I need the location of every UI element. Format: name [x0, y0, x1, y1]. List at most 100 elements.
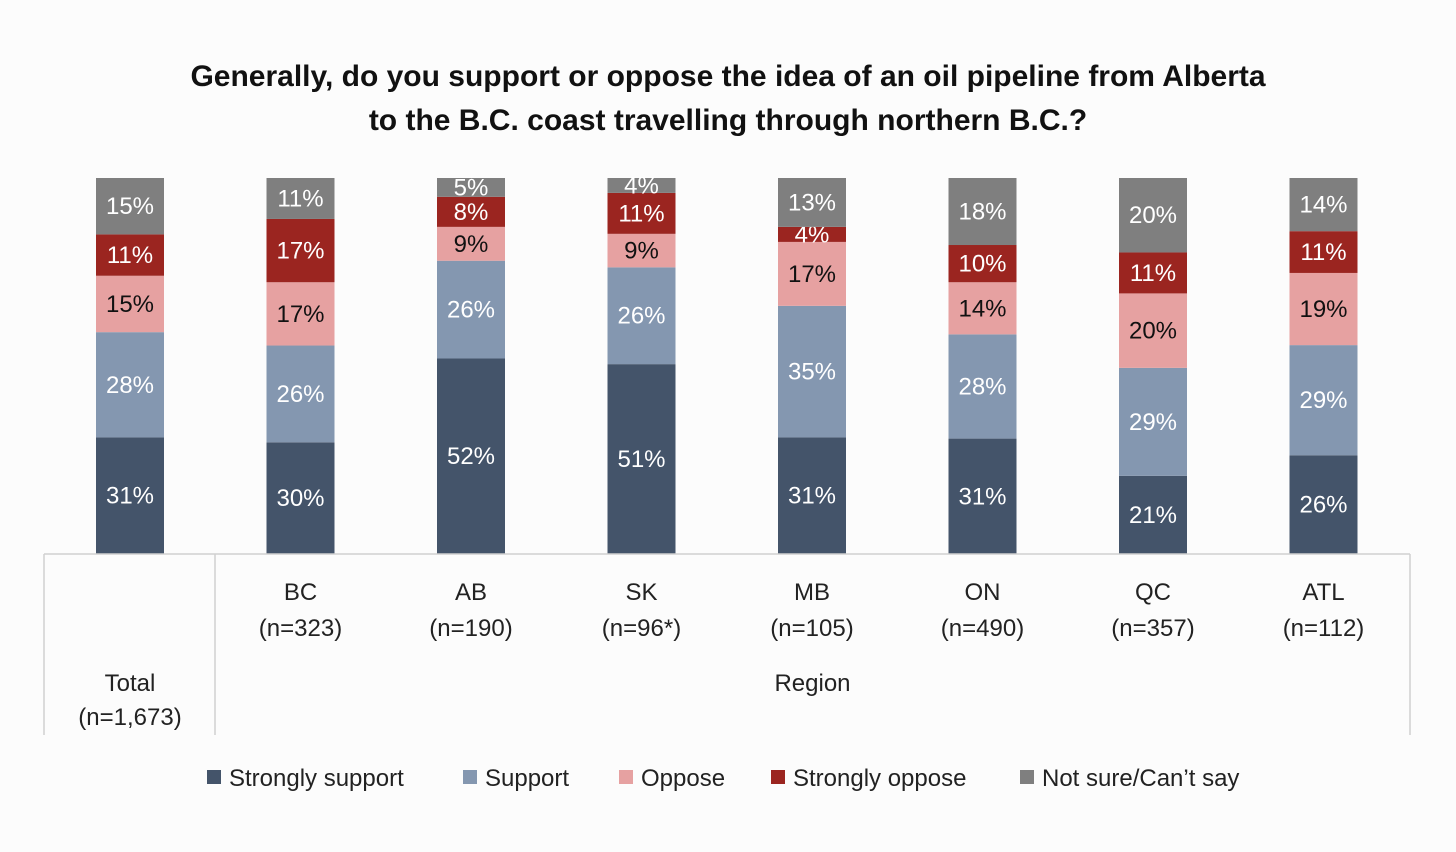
bar-segment-total-strongly-support	[96, 437, 164, 554]
bar-segment-mb-support	[778, 305, 846, 438]
data-label: 15%	[106, 193, 154, 220]
data-label: 5%	[454, 174, 489, 201]
data-label: 17%	[276, 301, 324, 328]
legend-swatch	[1020, 770, 1034, 784]
bar-segment-total-oppose	[96, 275, 164, 333]
category-label: QC	[1135, 579, 1171, 606]
group-label-region: Region	[774, 670, 850, 697]
chart-title: Generally, do you support or oppose the …	[190, 60, 1265, 137]
data-label: 26%	[1299, 492, 1347, 519]
data-label: 4%	[624, 172, 659, 199]
bar-segment-sk-strongly-oppose	[607, 192, 676, 234]
legend: Strongly support Support Oppose Strongly op…	[207, 765, 1239, 792]
chart-title-line: Generally, do you support or oppose the …	[190, 60, 1265, 93]
legend-swatch	[207, 770, 221, 784]
data-label: 11%	[618, 200, 664, 227]
category-label: ATL	[1302, 579, 1344, 606]
data-label: 28%	[958, 373, 1006, 400]
data-label: 52%	[447, 443, 495, 470]
bar-segment-on-not-sure-can-t-say	[948, 178, 1017, 246]
bar-segment-mb-oppose	[778, 241, 846, 306]
data-label: 28%	[106, 372, 154, 399]
category-label: MB	[794, 579, 830, 606]
data-label: 17%	[788, 261, 836, 288]
data-label: 26%	[617, 303, 665, 330]
bar-segment-ab-strongly-oppose	[437, 196, 505, 227]
bar-segment-mb-strongly-support	[778, 437, 846, 554]
category-sample-size: (n=323)	[259, 615, 342, 642]
category-label: Total	[105, 670, 156, 697]
data-label: 31%	[788, 483, 836, 510]
data-label: 26%	[276, 381, 324, 408]
bar-segment-ab-strongly-support	[437, 358, 505, 554]
category-label: ON	[965, 579, 1001, 606]
category-sample-size: (n=96*)	[602, 615, 681, 642]
bar-segment-bc-strongly-oppose	[266, 218, 335, 283]
data-label: 11%	[1300, 239, 1346, 266]
bar-segment-qc-not-sure-can-t-say	[1119, 178, 1187, 253]
bar-segment-mb-not-sure-can-t-say	[778, 178, 846, 227]
data-label: 29%	[1129, 409, 1177, 436]
legend-label: Not sure/Can’t say	[1042, 765, 1239, 792]
bar-segment-bc-strongly-support	[266, 442, 335, 554]
category-sample-size: (n=357)	[1111, 615, 1194, 642]
bar-segment-sk-not-sure-can-t-say	[607, 178, 676, 193]
data-label: 35%	[788, 359, 836, 386]
bar-segment-qc-strongly-support	[1119, 475, 1187, 554]
data-label: 18%	[958, 199, 1006, 226]
legend-label: Strongly oppose	[793, 765, 966, 792]
legend-swatch	[619, 770, 633, 784]
data-label: 26%	[447, 297, 495, 324]
bar-segment-total-strongly-oppose	[96, 234, 164, 276]
category-label: AB	[455, 579, 487, 606]
bar-segment-atl-oppose	[1289, 272, 1358, 346]
data-label: 11%	[1130, 260, 1176, 287]
data-label: 20%	[1129, 318, 1177, 345]
bar-segment-total-not-sure-can-t-say	[96, 178, 164, 235]
bar-segment-ab-oppose	[437, 226, 505, 261]
bar-segment-bc-support	[266, 345, 335, 443]
data-label: 14%	[1299, 192, 1347, 219]
data-label: 9%	[454, 231, 489, 258]
category-label: BC	[284, 579, 317, 606]
bar-segment-on-strongly-oppose	[948, 245, 1017, 283]
bar-segment-atl-support	[1289, 345, 1358, 456]
category-sample-size: (n=190)	[429, 615, 512, 642]
bar-segment-bc-oppose	[266, 282, 335, 346]
bar-segment-qc-support	[1119, 367, 1187, 476]
bar-segment-sk-oppose	[607, 233, 676, 268]
bar-segment-bc-not-sure-can-t-say	[266, 178, 335, 219]
category-sample-size: (n=105)	[770, 615, 853, 642]
legend-label: Strongly support	[229, 765, 404, 792]
category-sample-size: (n=1,673)	[78, 704, 181, 731]
data-label: 20%	[1129, 202, 1177, 229]
data-label: 14%	[958, 295, 1006, 322]
bars: 31% 28% 15% 11% 15% 30% 26% 17% 17% 11% 52% 26% 9% 8%…	[96, 172, 1358, 554]
bar-segment-sk-strongly-support	[607, 364, 676, 554]
legend-swatch	[771, 770, 785, 784]
legend-label: Oppose	[641, 765, 725, 792]
bar-segment-ab-support	[437, 260, 505, 359]
category-sample-size: (n=112)	[1283, 615, 1365, 642]
data-label: 31%	[958, 483, 1006, 510]
data-label: 8%	[454, 199, 489, 226]
bar-segment-ab-not-sure-can-t-say	[437, 178, 505, 197]
data-label: 30%	[276, 485, 324, 512]
category-label: SK	[625, 579, 657, 606]
data-label: 19%	[1299, 296, 1347, 323]
category-axis-table: Total (n=1,673) BC (n=323) AB (n=190) SK (n=96*…	[43, 553, 1411, 735]
data-label: 11%	[107, 242, 153, 269]
bar-segment-on-oppose	[948, 282, 1017, 335]
data-label: 15%	[106, 291, 154, 318]
category-sample-size: (n=490)	[941, 615, 1024, 642]
data-label: 29%	[1299, 387, 1347, 414]
data-label: 10%	[958, 251, 1006, 278]
bar-segment-total-support	[96, 332, 164, 438]
chart-title-line: to the B.C. coast travelling through nor…	[369, 104, 1087, 137]
data-label: 9%	[624, 238, 659, 265]
bar-segment-mb-strongly-oppose	[778, 226, 846, 242]
bar-segment-atl-strongly-support	[1289, 455, 1358, 554]
data-label: 21%	[1129, 502, 1177, 529]
data-label: 51%	[617, 446, 665, 473]
